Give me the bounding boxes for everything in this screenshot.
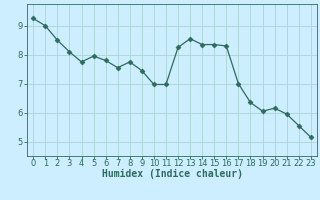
X-axis label: Humidex (Indice chaleur): Humidex (Indice chaleur) [101,169,243,179]
